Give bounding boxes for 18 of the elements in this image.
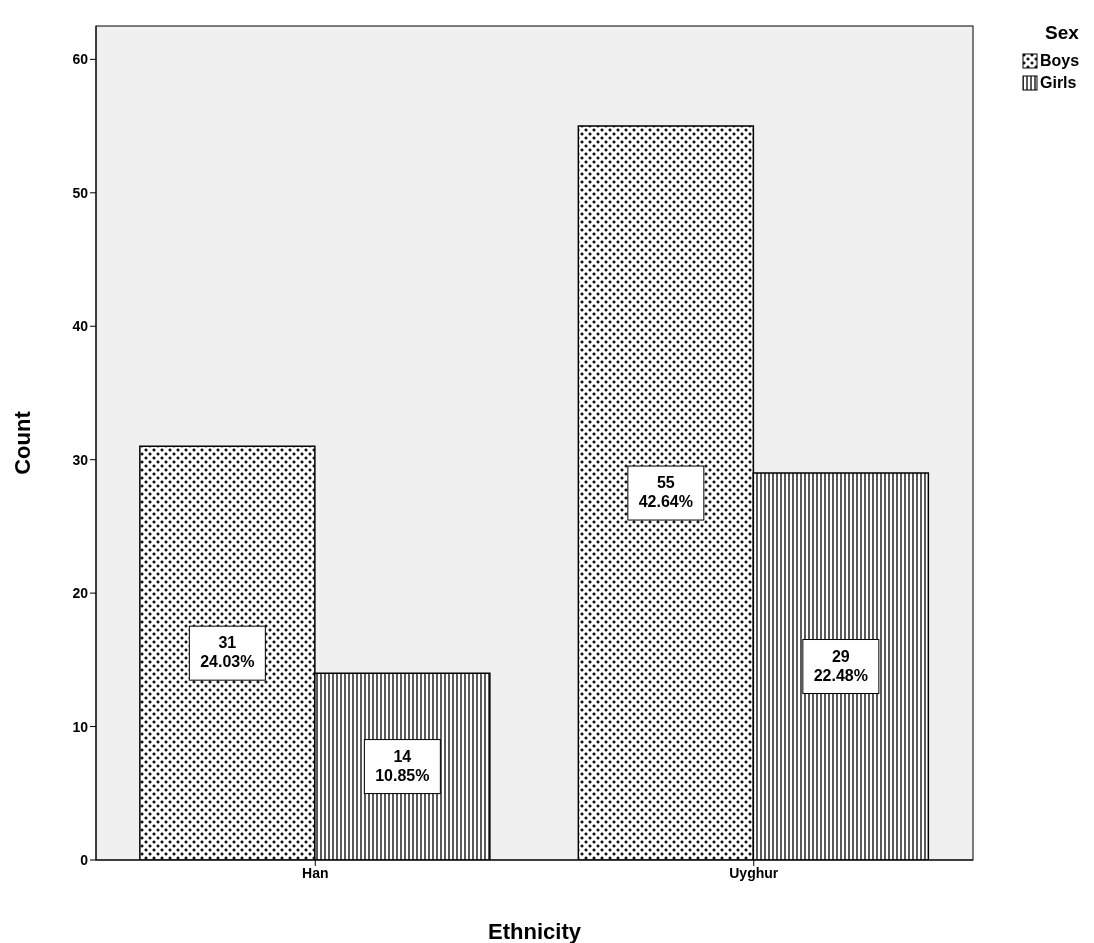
y-axis-title: Count (9, 410, 35, 475)
y-tick-label: 10 (72, 718, 89, 735)
data-label: 31 24.03% (200, 634, 255, 671)
y-tick-label: 30 (72, 451, 89, 468)
y-tick-label: 0 (80, 851, 89, 868)
y-tick-label: 60 (72, 51, 89, 68)
x-tick-label: Han (302, 864, 329, 881)
legend-label: Girls (1040, 74, 1077, 92)
legend-title: Sex (1044, 22, 1080, 44)
data-label: 14 10.85% (375, 747, 430, 784)
x-tick-label: Uyghur (729, 864, 779, 881)
x-axis-title: Ethnicity (488, 919, 582, 943)
y-tick-label: 50 (72, 184, 89, 201)
data-label: 29 22.48% (813, 647, 868, 684)
y-tick-label: 20 (72, 585, 89, 602)
data-label: 55 42.64% (638, 474, 693, 511)
y-tick-label: 40 (72, 318, 89, 335)
legend-label: Boys (1040, 52, 1080, 70)
